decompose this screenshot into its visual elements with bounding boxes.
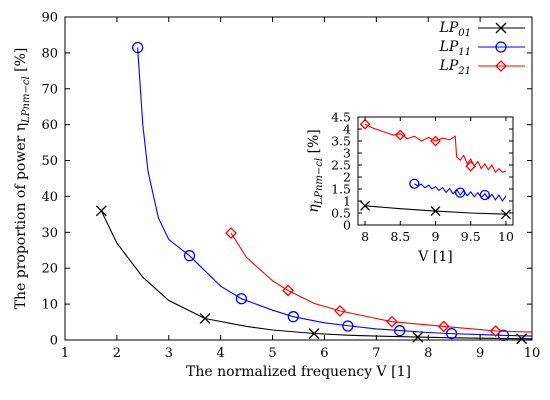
x-tick-label: 9.5 xyxy=(461,229,481,244)
series-line-LP11 xyxy=(137,47,533,337)
legend-marker-LP21 xyxy=(495,60,507,72)
x-tick-label: 8 xyxy=(424,346,432,361)
x-tick-label: 7 xyxy=(372,346,380,361)
legend-label-LP11: LP11 xyxy=(439,39,471,58)
legend-label-LP11-main: LP xyxy=(439,39,459,55)
data-point-LP21 xyxy=(334,305,346,317)
data-point-LP21 xyxy=(489,325,502,337)
y-axis-label-sub: LPnm−cl xyxy=(21,76,32,123)
legend-label-LP21: LP21 xyxy=(439,58,471,77)
series-line-LP11 xyxy=(414,183,507,203)
plot-background xyxy=(358,117,513,225)
y-tick-label: 0 xyxy=(50,334,58,349)
legend-marker-LP01 xyxy=(495,22,507,34)
data-point-LP11 xyxy=(455,187,466,198)
x-tick-label: 9 xyxy=(432,229,440,244)
data-point-LP11 xyxy=(394,325,406,337)
x-tick-label: 4 xyxy=(217,346,225,361)
x-tick-label: 1 xyxy=(61,346,69,361)
inset-plot: 8 8.5 9 9.5 10 00.511.522.533.544.5 V [1] ηLPnm… xyxy=(306,110,514,266)
y-tick-label: 30 xyxy=(41,226,58,241)
x-tick-label: 10 xyxy=(524,346,541,361)
y-tick-label: 1 xyxy=(343,194,351,209)
y-tick-label: 0.5 xyxy=(331,206,351,221)
series-line-LP21 xyxy=(230,232,533,333)
x-axis-label: The normalized frequency V [1] xyxy=(186,364,411,380)
data-point-LP21 xyxy=(437,320,450,333)
y-axis-label-sub: LPnm−cl xyxy=(314,158,325,205)
y-tick-label: 1.5 xyxy=(331,182,351,197)
data-point-LP21 xyxy=(465,160,477,172)
legend-label-LP01-main: LP xyxy=(439,20,459,36)
y-tick-label: 0 xyxy=(343,218,351,233)
y-tick-label: 50 xyxy=(41,154,58,169)
legend-label-LP01-sub: 01 xyxy=(458,28,471,39)
x-axis-label: V [1] xyxy=(417,249,452,265)
y-axis-label: ηLPnm−cl [%] xyxy=(306,129,325,213)
data-point-LP01 xyxy=(500,209,511,220)
data-point-LP21 xyxy=(359,118,371,130)
x-tick-label: 10 xyxy=(498,229,514,244)
y-tick-label: 4.5 xyxy=(331,110,351,125)
x-tick-label: 5 xyxy=(268,346,276,361)
y-tick-label: 4 xyxy=(343,122,351,137)
y-tick-label: 90 xyxy=(41,11,58,26)
data-point-LP11 xyxy=(131,41,144,54)
data-point-LP01 xyxy=(430,206,441,217)
data-point-LP21 xyxy=(430,135,441,147)
data-point-LP21 xyxy=(385,315,398,328)
legend-label-LP21-main: LP xyxy=(439,58,459,74)
y-tick-label: 3.5 xyxy=(331,134,351,149)
legend-label-LP11-sub: 11 xyxy=(458,47,471,58)
x-tick-label: 6 xyxy=(320,346,328,361)
y-tick-label: 3 xyxy=(343,146,351,161)
data-point-LP01 xyxy=(95,205,107,217)
y-tick-label: 70 xyxy=(41,82,58,97)
y-tick-label: 10 xyxy=(41,298,58,313)
x-tick-label: 2 xyxy=(113,346,121,361)
data-point-LP11 xyxy=(287,311,299,323)
y-tick-label: 2 xyxy=(343,170,351,185)
data-point-LP21 xyxy=(394,129,406,141)
data-point-LP01 xyxy=(360,200,371,211)
legend-marker-LP11 xyxy=(495,41,507,53)
plot-frame xyxy=(64,16,533,341)
x-tick-label: 8 xyxy=(361,229,369,244)
data-point-LP11 xyxy=(445,327,458,340)
data-point-LP01 xyxy=(308,328,320,339)
y-tick-label: 60 xyxy=(41,118,58,133)
data-point-LP21 xyxy=(282,284,295,297)
data-point-LP11 xyxy=(183,250,196,262)
y-tick-label: 80 xyxy=(41,46,58,61)
y-tick-label: 40 xyxy=(41,190,58,205)
y-tick-label: 20 xyxy=(41,262,58,277)
y-axis-label-unit: [%] xyxy=(306,129,322,158)
data-point-LP21 xyxy=(225,227,237,239)
data-point-LP11 xyxy=(342,320,354,332)
legend-label-LP01: LP01 xyxy=(439,20,471,39)
legend-label-LP21-sub: 21 xyxy=(457,66,471,77)
x-tick-label: 8.5 xyxy=(390,229,410,244)
x-tick-label: 9 xyxy=(476,346,484,361)
y-axis-label: The proportion of power ηLPnm−cl [%] xyxy=(13,48,32,310)
data-point-LP11 xyxy=(235,293,248,305)
x-tick-label: 3 xyxy=(165,346,173,361)
y-tick-label: 2.5 xyxy=(331,158,351,173)
y-axis-label-main: η xyxy=(306,204,322,213)
y-axis-label-unit: [%] xyxy=(13,48,29,77)
y-axis-label-main: The proportion of power η xyxy=(13,123,29,310)
series-line-LP21 xyxy=(364,123,507,174)
data-point-LP11 xyxy=(409,178,420,189)
data-point-LP01 xyxy=(199,313,211,324)
data-point-LP11 xyxy=(479,189,490,201)
